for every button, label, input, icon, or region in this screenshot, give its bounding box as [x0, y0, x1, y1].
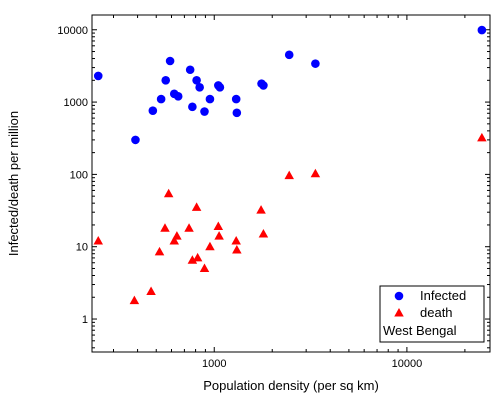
infected-point [200, 107, 209, 116]
death-point [154, 246, 165, 256]
legend-marker-death [394, 308, 404, 317]
infected-point [232, 108, 242, 118]
infected-point [131, 135, 140, 145]
infected-point [231, 94, 241, 104]
y-tick-label: 10 [76, 242, 88, 254]
death-point [205, 241, 215, 251]
infected-point [284, 50, 294, 60]
death-point [129, 295, 140, 305]
death-point [284, 170, 294, 180]
death-point [310, 168, 321, 178]
infected-point [477, 25, 487, 35]
death-point [214, 231, 224, 240]
data-markers [93, 25, 487, 305]
infected-point [188, 102, 197, 112]
infected-point [195, 83, 204, 92]
y-tick-label: 1000 [64, 97, 88, 109]
infected-point [173, 92, 183, 101]
death-point [169, 235, 179, 245]
death-point [184, 223, 194, 232]
death-point [160, 223, 170, 232]
infected-point [156, 94, 166, 104]
y-tick-label: 1 [82, 314, 88, 326]
infected-point [161, 76, 171, 85]
legend-label-infected: Infected [420, 288, 466, 303]
x-tick-label: 10000 [392, 358, 423, 370]
infected-point [215, 83, 225, 92]
legend-marker-infected [394, 291, 404, 301]
infected-point [192, 76, 201, 85]
x-tick-label: 1000 [202, 358, 226, 370]
y-axis-ticks: 1 10 100 1000 10000 [57, 25, 490, 349]
death-point [213, 221, 224, 231]
y-tick-label: 10000 [57, 25, 88, 37]
death-point [199, 263, 210, 272]
death-point [187, 255, 198, 264]
death-point [258, 228, 269, 238]
legend-label-death: death [420, 305, 453, 320]
infected-point [148, 106, 158, 115]
infected-point [311, 59, 320, 68]
death-point [93, 235, 104, 245]
infected-point [93, 71, 103, 81]
death-point [146, 286, 156, 296]
death-point [231, 235, 241, 245]
death-point [191, 202, 202, 211]
legend-note: West Bengal [383, 323, 457, 338]
x-axis-title: Population density (per sq km) [203, 378, 379, 393]
infected-point [185, 65, 195, 75]
infected-point [259, 81, 268, 90]
legend: Infected death West Bengal [379, 285, 485, 343]
plot-frame [91, 14, 491, 353]
death-point [232, 245, 242, 254]
y-tick-label: 100 [70, 169, 88, 181]
infected-point [165, 56, 175, 66]
death-point [163, 188, 174, 198]
death-point [172, 231, 182, 240]
death-point [477, 132, 487, 142]
infected-point [205, 94, 215, 104]
y-axis-title: Infected/death per million [6, 111, 21, 256]
death-point [192, 252, 203, 262]
x-axis-ticks: 1000 10000 [113, 15, 466, 370]
death-point [256, 205, 266, 214]
